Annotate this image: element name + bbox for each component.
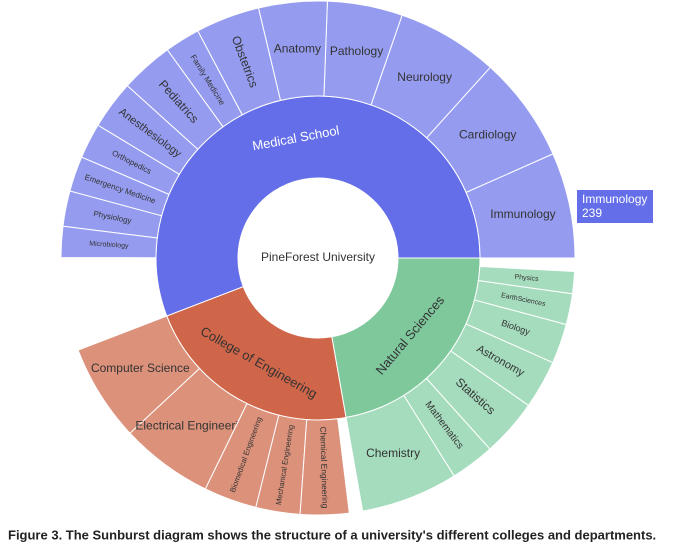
- child-label: Chemistry: [366, 446, 420, 460]
- tooltip: Immunology 239: [577, 190, 653, 223]
- child-label: Physics: [514, 274, 539, 283]
- child-label: Computer Science: [91, 361, 190, 375]
- child-sector: [477, 265, 576, 295]
- child-label: Microbiology: [89, 240, 129, 249]
- root-label: PineForest University: [261, 250, 375, 264]
- tooltip-value: 239: [582, 206, 602, 220]
- caption: Figure 3. The Sunburst diagram shows the…: [8, 527, 656, 542]
- child-label: Electrical Engineering: [135, 419, 251, 433]
- child-label: Pathology: [330, 44, 383, 58]
- child-label: Cardiology: [459, 127, 516, 141]
- child-label: Anatomy: [274, 42, 321, 56]
- child-sector: [299, 418, 350, 516]
- child-sector: [60, 225, 158, 259]
- sunburst: Medical SchoolImmunologyCardiologyNeurol…: [60, 0, 576, 516]
- child-label: Immunology: [490, 207, 555, 221]
- tooltip-box: [577, 190, 653, 223]
- child-label: Neurology: [397, 70, 452, 84]
- tooltip-label: Immunology: [582, 192, 647, 206]
- child-label: Chemical Engineering: [318, 426, 330, 508]
